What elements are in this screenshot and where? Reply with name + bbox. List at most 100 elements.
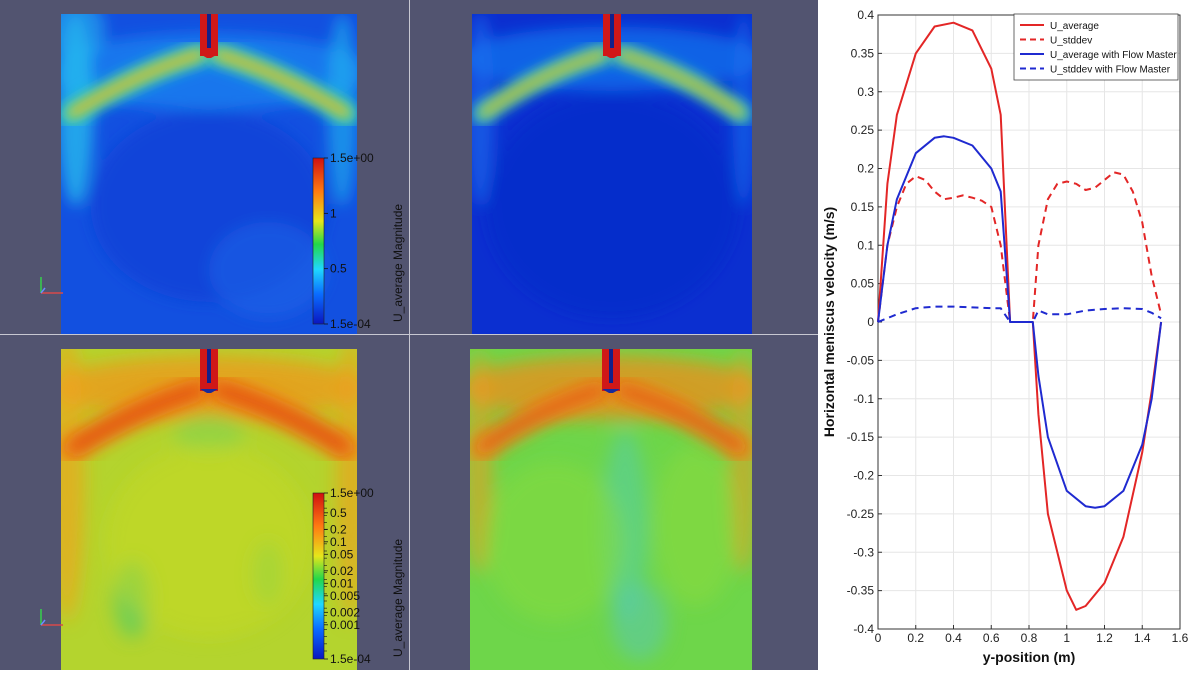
colorbar-tick-label: 1 <box>330 206 337 220</box>
flow-domain <box>61 349 357 670</box>
x-tick-label: 1.2 <box>1096 631 1113 645</box>
series-line-2 <box>877 171 1163 323</box>
nozzle <box>200 14 218 58</box>
x-tick-label: 0.4 <box>945 631 962 645</box>
field-region <box>336 349 357 622</box>
x-tick-label: 1.4 <box>1134 631 1151 645</box>
legend-label: U_average with Flow Master <box>1050 50 1177 61</box>
orientation-axes-widget <box>40 277 63 294</box>
series-line-4 <box>877 305 1162 323</box>
colorbar: 1.5e+00 0.5 0.20.10.05 0.020.010.005 0.0020.… <box>312 486 405 666</box>
pane-divider-vertical[interactable] <box>409 0 410 670</box>
y-tick-label: -0.3 <box>853 545 874 559</box>
jet-left <box>69 52 203 116</box>
y-tick-label: 0.2 <box>857 162 874 176</box>
contour-plot-top-left: 1.5e+00 1 0.5 1.5e-04 U_average Magnitude <box>40 14 405 334</box>
colorbar-tick-label: 1.5e+00 <box>330 486 374 500</box>
contour-plot-top-right <box>472 14 752 334</box>
y-tick-label: -0.2 <box>853 469 874 483</box>
colorbar-tick-label: 0.1 <box>330 535 347 549</box>
x-tick-label: 0.2 <box>907 631 924 645</box>
field-region <box>611 583 668 661</box>
colorbar-tick-label: 0.005 <box>330 589 360 603</box>
legend: U_average U_stddev U_average with Flow Mas… <box>1013 13 1179 81</box>
colorbar-tick-label: 0.001 <box>330 618 360 632</box>
jet-left <box>480 52 606 116</box>
colorbar-tick-label: 0.5 <box>330 262 347 276</box>
contour-view-top-right[interactable] <box>410 0 818 334</box>
pane-divider-horizontal[interactable] <box>0 334 818 335</box>
legend-label: U_stddev with Flow Master <box>1050 65 1171 76</box>
jet-right <box>617 387 744 451</box>
jet-right <box>618 52 744 116</box>
field-region <box>653 445 738 606</box>
y-tick-label: 0.3 <box>857 85 874 99</box>
contour-view-top-left[interactable]: 1.5e+00 1 0.5 1.5e-04 U_average Magnitude <box>0 0 409 334</box>
legend-label: U_stddev <box>1050 36 1092 47</box>
colorbar-tick-label: 1.5e-04 <box>330 317 371 331</box>
colorbar-tick-label: 0.05 <box>330 547 354 561</box>
colorbar-gradient <box>312 157 325 325</box>
y-tick-label: -0.4 <box>853 622 874 636</box>
field-region <box>105 445 313 638</box>
line-chart: 0.4 0.35 0.3 0.25 0.2 0.15 0.1 0.05 0 -0.05 -0.1 -0… <box>821 8 1189 665</box>
field-region <box>470 349 493 574</box>
jet-right <box>214 386 350 452</box>
jet-left <box>478 387 605 451</box>
colorbar-tick-label: 1.5e+00 <box>330 151 374 165</box>
y-tick-label: -0.35 <box>847 584 875 598</box>
legend-label: U_average <box>1050 21 1099 32</box>
nozzle <box>603 14 621 58</box>
y-tick-label: -0.1 <box>853 392 874 406</box>
series-line-1 <box>877 21 1163 611</box>
field-region <box>484 461 626 622</box>
y-tick-label: -0.15 <box>847 430 875 444</box>
contour-plot-bottom-left: 1.5e+00 0.5 0.20.10.05 0.020.010.005 0.0020.… <box>40 349 405 670</box>
y-tick-label: 0.15 <box>851 200 875 214</box>
flow-domain <box>61 14 357 334</box>
y-tick-label: 0.05 <box>851 277 875 291</box>
contour-view-bottom-left[interactable]: 1.5e+00 0.5 0.2 0.1 0.05 0.02 0.01 0.005 0.002 0.… <box>0 335 409 670</box>
field-region <box>486 94 738 318</box>
y-tick-label: -0.05 <box>847 353 875 367</box>
colorbar-tick-label: 0.002 <box>330 605 360 619</box>
y-tick-label: -0.25 <box>847 507 875 521</box>
jet-right <box>215 52 349 116</box>
x-tick-label: 0.6 <box>983 631 1000 645</box>
x-axis-label: y-position (m) <box>983 649 1076 665</box>
field-region <box>61 14 106 62</box>
y-axis-label: Horizontal meniscus velocity (m/s) <box>821 207 837 437</box>
colorbar-title: U_average Magnitude <box>391 539 405 657</box>
colorbar-gradient <box>312 492 325 660</box>
colorbar-tick-label: 0.5 <box>330 506 347 520</box>
colorbar-tick-label: 0.01 <box>330 576 354 590</box>
x-tick-label: 0 <box>875 631 882 645</box>
y-tick-label: 0.1 <box>857 238 874 252</box>
contour-view-bottom-right[interactable] <box>410 335 818 670</box>
y-tick-label: 0 <box>867 315 874 329</box>
y-tick-label: 0.35 <box>851 46 875 60</box>
flow-domain <box>470 349 752 670</box>
colorbar-tick-label: 1.5e-04 <box>330 652 371 666</box>
y-tick-label: 0.25 <box>851 123 875 137</box>
nozzle <box>602 349 620 393</box>
y-tick-label: 0.4 <box>857 8 874 22</box>
x-tick-label: 0.8 <box>1021 631 1038 645</box>
colorbar: 1.5e+00 1 0.5 1.5e-04 U_average Magnitude <box>312 151 405 331</box>
flow-domain <box>472 14 752 334</box>
x-tick-label: 1 <box>1063 631 1070 645</box>
axes: 0.4 0.35 0.3 0.25 0.2 0.15 0.1 0.05 0 -0.05 -0.1 -0… <box>847 8 1189 645</box>
contour-plot-bottom-right <box>470 349 752 670</box>
orientation-axes-widget <box>40 609 63 626</box>
colorbar-tick-label: 0.2 <box>330 522 347 536</box>
paraview-viewer: 1.5e+00 1 0.5 1.5e-04 U_average Magnitude 1.… <box>0 0 818 670</box>
colorbar-title: U_average Magnitude <box>391 204 405 322</box>
field-region <box>173 413 245 452</box>
nozzle <box>200 349 218 393</box>
x-tick-label: 1.6 <box>1172 631 1189 645</box>
line-chart-panel: 0.4 0.35 0.3 0.25 0.2 0.15 0.1 0.05 0 -0.05 -0.1 -0… <box>818 0 1200 670</box>
colorbar-tick-label: 0.02 <box>330 564 354 578</box>
field-region <box>209 222 328 318</box>
field-region <box>61 349 85 622</box>
jet-left <box>68 386 204 452</box>
